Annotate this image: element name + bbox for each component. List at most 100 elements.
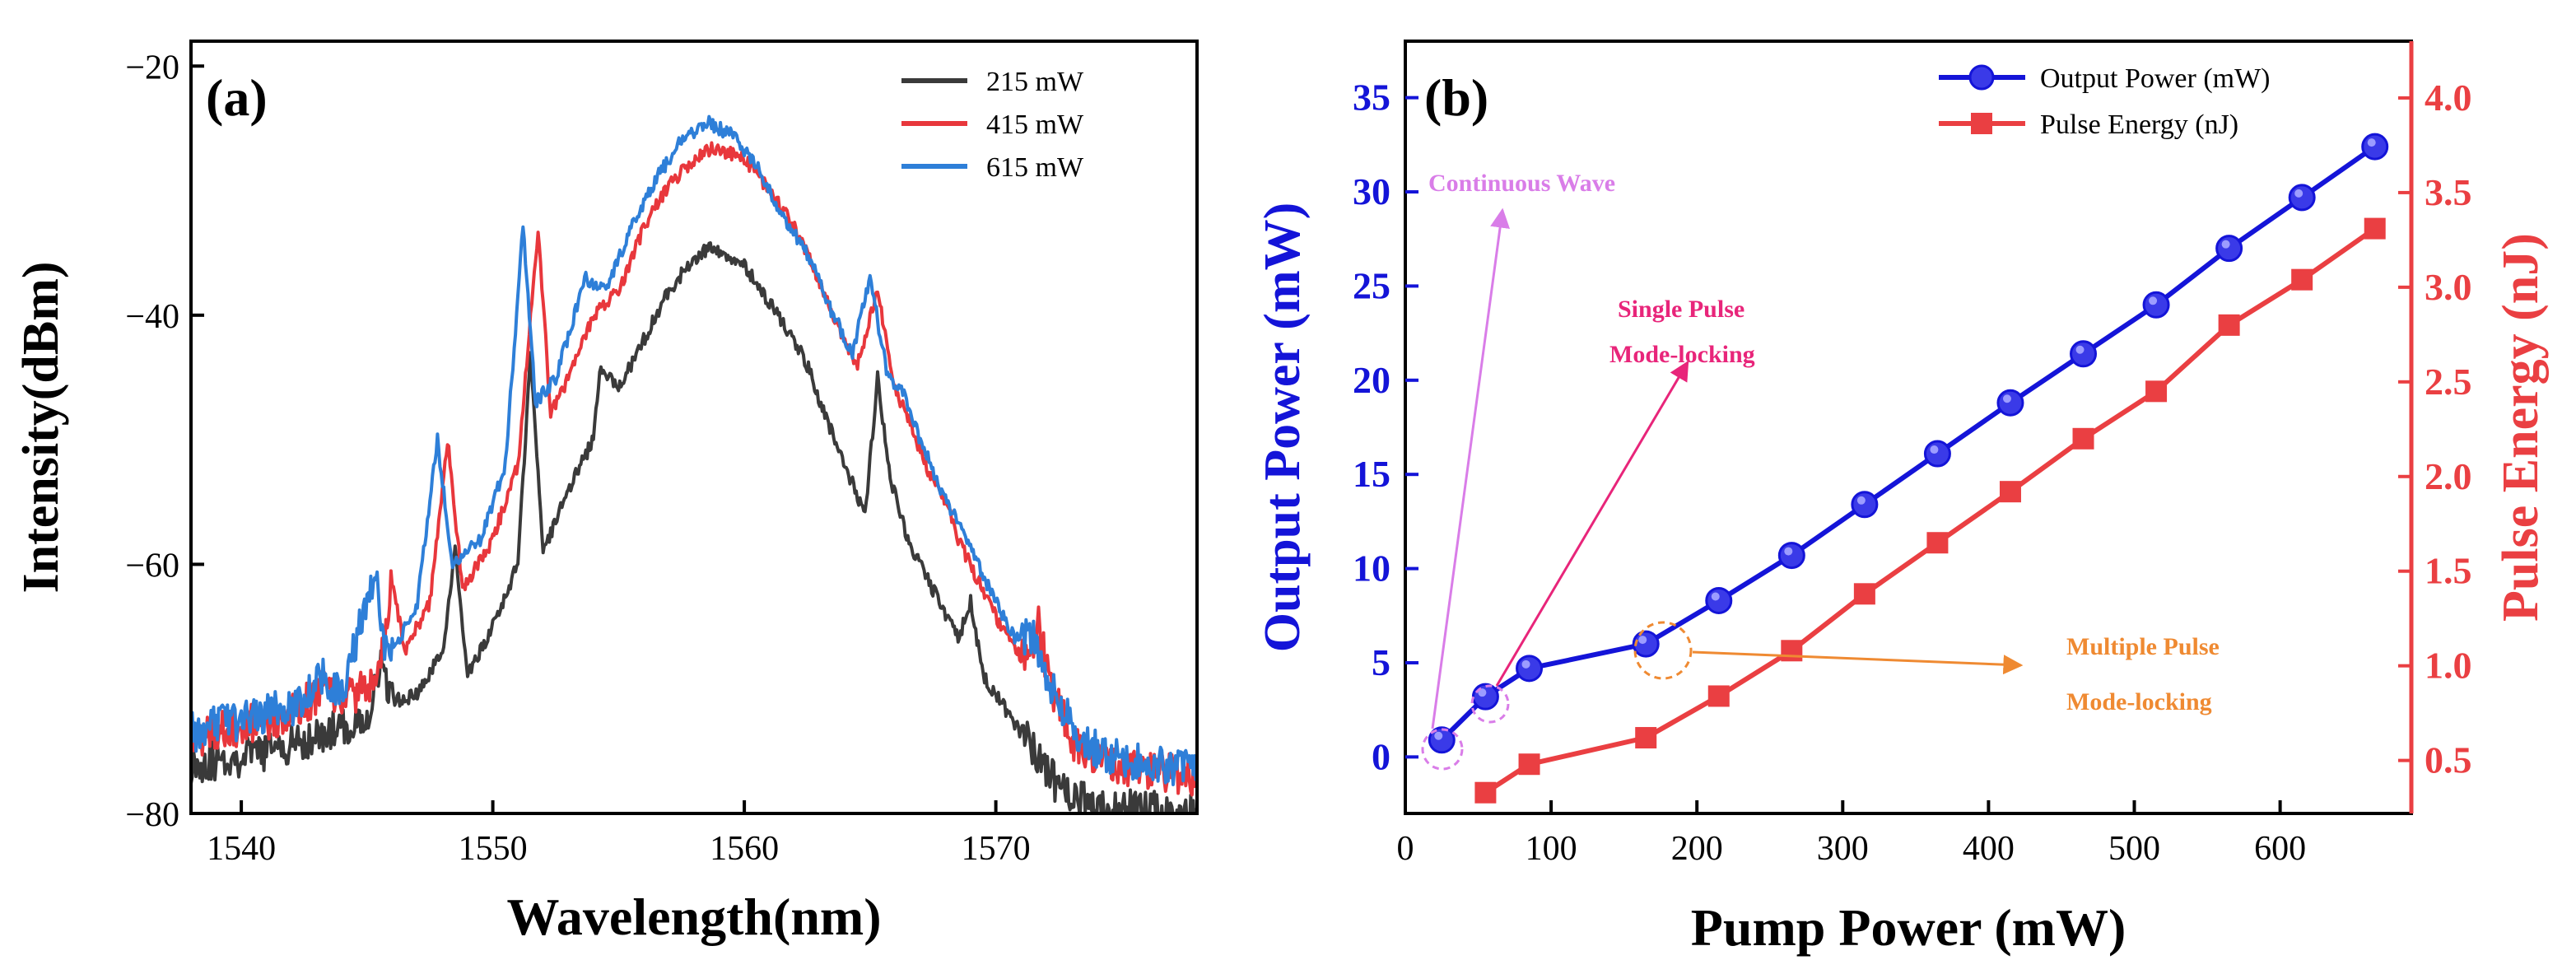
data-point-pulse-energy <box>1635 727 1657 749</box>
y-tick-label-right: 1.0 <box>2425 645 2472 687</box>
panel-a-frame <box>189 40 1199 815</box>
y-tick-label-left: 15 <box>1353 453 1390 495</box>
data-point-output-power <box>2215 235 2243 263</box>
data-point-pulse-energy <box>1474 781 1497 804</box>
data-point-output-power <box>1923 440 1951 468</box>
legend-marker-output-power <box>1968 64 1995 91</box>
panel-a-label: (a) <box>206 68 268 127</box>
data-point-pulse-energy <box>2218 314 2240 336</box>
y-tick-label-right: 3.0 <box>2425 266 2472 308</box>
data-point-pulse-energy <box>2364 217 2386 240</box>
single-pulse-arrow <box>1495 360 1689 687</box>
data-point-output-power <box>1851 491 1879 519</box>
x-tick-label: 1560 <box>710 830 779 868</box>
y-tick-label-right: 4.0 <box>2425 77 2472 119</box>
series-line-215-mw <box>191 241 1197 813</box>
panel-a-x-axis-title: Wavelength(nm) <box>506 888 881 946</box>
data-point-pulse-energy <box>1926 532 1949 554</box>
single-pulse-text-2: Mode-locking <box>1609 341 1755 368</box>
single-pulse-text-1: Single Pulse <box>1618 296 1745 323</box>
panel-b-y-ticks-left: 0 5 10 15 20 25 30 35 <box>1353 77 1418 777</box>
panel-b-y-ticks-right: 0.5 1.0 1.5 2.0 2.5 3.0 3.5 4.0 <box>2398 77 2472 781</box>
x-tick-label: 200 <box>1671 830 1723 868</box>
panel-b-x-axis-title: Pump Power (mW) <box>1691 898 2126 957</box>
data-point-highlight <box>1638 636 1647 645</box>
data-point-output-power <box>1705 586 1733 614</box>
data-point-pulse-energy <box>1781 640 1803 662</box>
data-point-highlight <box>1856 496 1866 505</box>
data-point-pulse-energy <box>1518 753 1540 776</box>
data-point-pulse-energy <box>2291 268 2313 291</box>
data-point-pulse-energy <box>2145 380 2168 403</box>
x-tick-label: 0 <box>1397 830 1414 868</box>
data-point-output-power <box>1996 389 2024 417</box>
x-tick-label: 1550 <box>459 830 528 868</box>
multiple-pulse-highlight-circle <box>1633 621 1693 680</box>
data-point-highlight <box>1711 592 1720 601</box>
data-point-highlight <box>2075 345 2085 354</box>
panel-a-y-axis-title: Intensity(dBm) <box>13 261 69 593</box>
data-point-output-power <box>1516 655 1544 683</box>
panel-a-x-ticks: 1540 1550 1560 1570 <box>207 800 1031 868</box>
y-tick-label-left: 25 <box>1353 264 1390 306</box>
y-tick-label-right: 1.5 <box>2425 550 2472 592</box>
y-tick-label-left: 0 <box>1372 735 1390 777</box>
panel-a: 1540 1550 1560 1570 −80 −60 −40 −20 (a) Wavele… <box>13 40 1199 946</box>
y-tick-label-right: 2.0 <box>2425 455 2472 497</box>
panel-b-y-axis-title-right: Pulse Energy (nJ) <box>2493 233 2549 622</box>
data-point-highlight <box>2149 296 2158 305</box>
x-tick-label: 500 <box>2108 830 2160 868</box>
cw-highlight-circle <box>1421 728 1464 771</box>
panel-b-legend: Output Power (mW) Pulse Energy (nJ) <box>1939 63 2271 140</box>
panel-b: 0 100 200 300 400 500 600 0 5 10 15 20 25 30 35 0.5 1.… <box>1255 40 2549 957</box>
data-point-pulse-energy <box>1853 583 1875 605</box>
legend-label-215: 215 mW <box>986 67 1084 97</box>
legend-label-pulse-energy: Pulse Energy (nJ) <box>2040 110 2238 140</box>
y-tick-label-left: 10 <box>1353 548 1390 590</box>
data-point-pulse-energy <box>2072 427 2094 450</box>
y-tick-label-right: 3.5 <box>2425 171 2472 213</box>
panel-a-y-ticks: −80 −60 −40 −20 <box>125 49 204 834</box>
x-tick-label: 1570 <box>962 830 1031 868</box>
legend-label-output-power: Output Power (mW) <box>2040 63 2271 94</box>
series-line-output_power <box>1440 144 2377 742</box>
multiple-pulse-text-2: Mode-locking <box>2066 688 2212 715</box>
data-point-highlight <box>1521 659 1530 669</box>
y-tick-label-right: 0.5 <box>2425 739 2472 781</box>
data-point-highlight <box>1434 731 1443 740</box>
series-line-615-mw <box>191 114 1197 786</box>
panel-a-series <box>191 114 1197 813</box>
data-point-pulse-energy <box>1999 481 2021 503</box>
data-point-output-power <box>1471 683 1499 711</box>
data-point-pulse-energy <box>1707 685 1730 707</box>
y-tick-label: −20 <box>125 49 179 86</box>
panel-b-x-ticks: 0 100 200 300 400 500 600 <box>1397 800 2306 868</box>
panel-b-y-axis-title-left: Output Power (mW) <box>1255 203 1311 652</box>
series-line-415-mw <box>191 141 1197 797</box>
cw-arrow <box>1431 207 1511 729</box>
data-point-output-power <box>2361 133 2389 161</box>
panel-b-frame <box>1404 40 2413 815</box>
panel-a-legend: 215 mW 415 mW 615 mW <box>901 67 1084 183</box>
data-point-highlight <box>1784 547 1793 556</box>
panel-b-label: (b) <box>1424 68 1488 127</box>
y-tick-label-right: 2.5 <box>2425 361 2472 403</box>
multiple-pulse-text-1: Multiple Pulse <box>2066 633 2220 660</box>
multiple-pulse-arrow <box>1692 650 2024 675</box>
y-tick-label-left: 30 <box>1353 170 1390 212</box>
data-point-output-power <box>2142 291 2170 319</box>
data-point-highlight <box>1930 445 1939 454</box>
legend-label-615: 615 mW <box>986 152 1084 183</box>
data-point-highlight <box>2294 189 2303 198</box>
data-point-highlight <box>2221 240 2230 249</box>
x-tick-label: 300 <box>1817 830 1869 868</box>
data-point-highlight <box>2367 138 2376 147</box>
legend-marker-pulse-energy <box>1971 113 1992 134</box>
y-tick-label-left: 5 <box>1372 641 1390 683</box>
x-tick-label: 100 <box>1526 830 1577 868</box>
cw-annotation-text: Continuous Wave <box>1428 170 1615 197</box>
single-pulse-highlight-circle <box>1470 684 1510 724</box>
y-tick-label: −60 <box>125 547 179 585</box>
x-tick-label: 1540 <box>207 830 276 868</box>
